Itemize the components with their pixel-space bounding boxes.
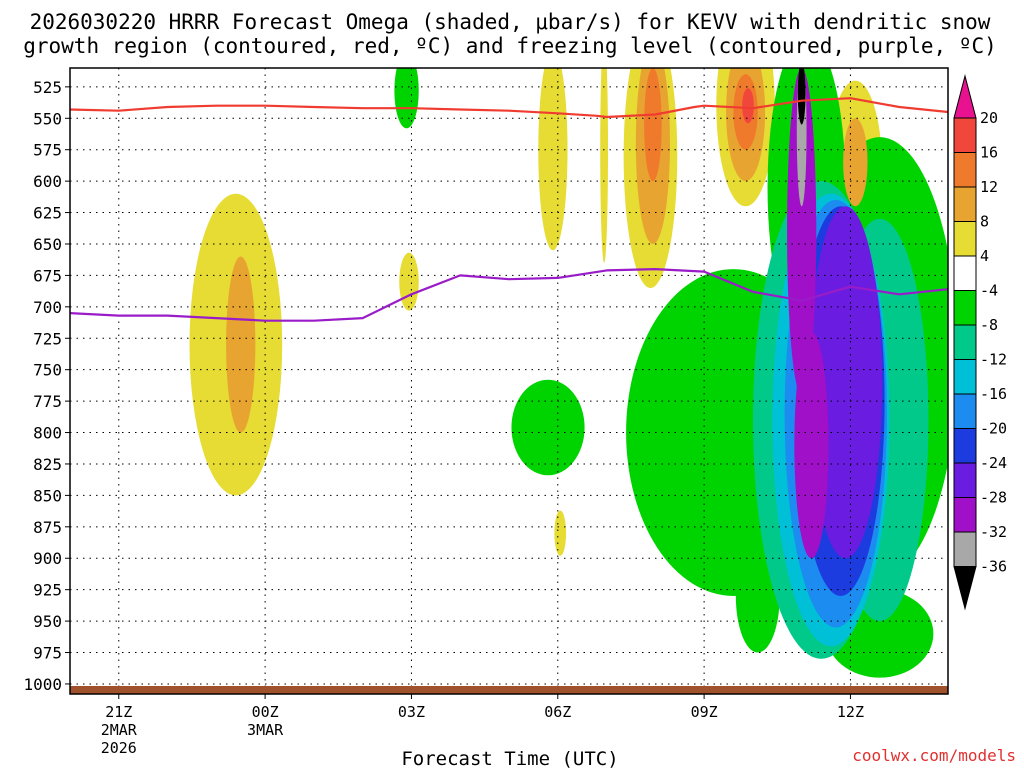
- chart-title-line2: growth region (contoured, red, ºC) and f…: [23, 34, 997, 58]
- omega-region-pos-a2: [226, 256, 256, 433]
- omega-region-pos-f2: [843, 118, 868, 207]
- y-axis-pressure: 525 550 575 600 625 650 675 700 725 750 775 800 825 8…: [23, 78, 70, 694]
- omega-region-neg-a: [394, 68, 419, 129]
- colorbar-label--28: -28: [980, 489, 1007, 507]
- y-tick-label-600: 600: [33, 172, 62, 191]
- y-tick-label-650: 650: [33, 235, 62, 254]
- omega-region-pos-b: [399, 252, 419, 311]
- colorbar-label-12: 12: [980, 178, 998, 196]
- y-tick-label-850: 850: [33, 486, 62, 505]
- colorbar-bin--20--16: [953, 393, 977, 429]
- y-tick-label-875: 875: [33, 518, 62, 537]
- colorbar-bin--36--32: [953, 531, 977, 567]
- omega-region-pos-c1: [538, 68, 568, 251]
- freezing-level-contour-purple: [70, 268, 948, 322]
- x-tick-label-09Z: 09Z: [691, 703, 718, 721]
- x-tick-label-03Z: 03Z: [398, 703, 425, 721]
- x-tick-sublabel-21Z: 2MAR: [101, 721, 138, 739]
- colorbar-bin--12--8: [953, 324, 977, 360]
- y-tick-label-925: 925: [33, 581, 62, 600]
- x-tick-sublabel2-21Z: 2026: [101, 739, 137, 757]
- omega-region-pos-d3: [644, 68, 662, 182]
- colorbar-label-16: 16: [980, 144, 998, 162]
- y-tick-label-800: 800: [33, 424, 62, 443]
- contour-lines: [70, 97, 948, 322]
- y-tick-label-900: 900: [33, 549, 62, 568]
- omega-region-neg-i1: [787, 68, 817, 395]
- y-tick-label-775: 775: [33, 392, 62, 411]
- chart-title-line1: 2026030220 HRRR Forecast Omega (shaded, …: [30, 10, 991, 34]
- x-tick-label-21Z: 21Z: [105, 703, 132, 721]
- x-tick-label-06Z: 06Z: [544, 703, 571, 721]
- colorbar-bin--32--28: [953, 497, 977, 533]
- x-tick-label-00Z: 00Z: [252, 703, 279, 721]
- y-tick-label-550: 550: [33, 109, 62, 128]
- y-tick-label-525: 525: [33, 78, 62, 97]
- colorbar-bin-16-20: [953, 117, 977, 153]
- colorbar: 20 16 12 8 4 -4 -8 -12 -16 -20 -24 -28 -32 -36: [953, 74, 1007, 611]
- colorbar-bin-12-16: [953, 152, 977, 188]
- colorbar-bin-4-8: [953, 221, 977, 257]
- colorbar-top-triangle: [953, 74, 977, 119]
- omega-region-pos-c2: [554, 510, 567, 556]
- colorbar-bin--16--12: [953, 359, 977, 395]
- terrain-ground-strip: [70, 686, 948, 694]
- colorbar-label--32: -32: [980, 523, 1007, 541]
- y-tick-label-625: 625: [33, 204, 62, 223]
- colorbar-bin--24--20: [953, 428, 977, 464]
- x-tick-sublabel-00Z: 3MAR: [247, 721, 284, 739]
- y-tick-label-575: 575: [33, 141, 62, 160]
- colorbar-bottom-triangle: [953, 566, 977, 611]
- colorbar-bin--28--24: [953, 462, 977, 498]
- omega-region-neg-i2: [794, 331, 829, 559]
- x-axis-label: Forecast Time (UTC): [401, 748, 618, 768]
- x-tick-label-12Z: 12Z: [837, 703, 864, 721]
- colorbar-label-20: 20: [980, 109, 998, 127]
- colorbar-label--20: -20: [980, 420, 1007, 438]
- dgz-contour-red: [70, 97, 948, 119]
- colorbar-bin--4-4: [953, 255, 977, 291]
- y-tick-label-750: 750: [33, 361, 62, 380]
- y-tick-label-675: 675: [33, 266, 62, 285]
- y-tick-label-700: 700: [33, 298, 62, 317]
- colorbar-bin-8-12: [953, 186, 977, 222]
- colorbar-label--36: -36: [980, 558, 1007, 576]
- y-tick-label-825: 825: [33, 455, 62, 474]
- omega-region-neg-b: [511, 379, 585, 476]
- omega-region-neg-k: [797, 68, 806, 125]
- colorbar-label--12: -12: [980, 351, 1007, 369]
- credit-text: coolwx.com/models: [852, 746, 1016, 765]
- colorbar-bin--8--4: [953, 290, 977, 326]
- colorbar-label--24: -24: [980, 454, 1007, 472]
- colorbar-label--8: -8: [980, 316, 998, 334]
- colorbar-label-4: 4: [980, 247, 989, 265]
- colorbar-label--4: -4: [980, 282, 998, 300]
- y-tick-label-975: 975: [33, 644, 62, 663]
- y-tick-label-725: 725: [33, 329, 62, 348]
- omega-region-pos-e4: [742, 88, 754, 124]
- plot-frame: [69, 67, 949, 695]
- y-tick-label-1000: 1000: [23, 675, 62, 694]
- y-tick-label-950: 950: [33, 612, 62, 631]
- grid: [70, 68, 948, 694]
- colorbar-label--16: -16: [980, 385, 1007, 403]
- colorbar-label-8: 8: [980, 213, 989, 231]
